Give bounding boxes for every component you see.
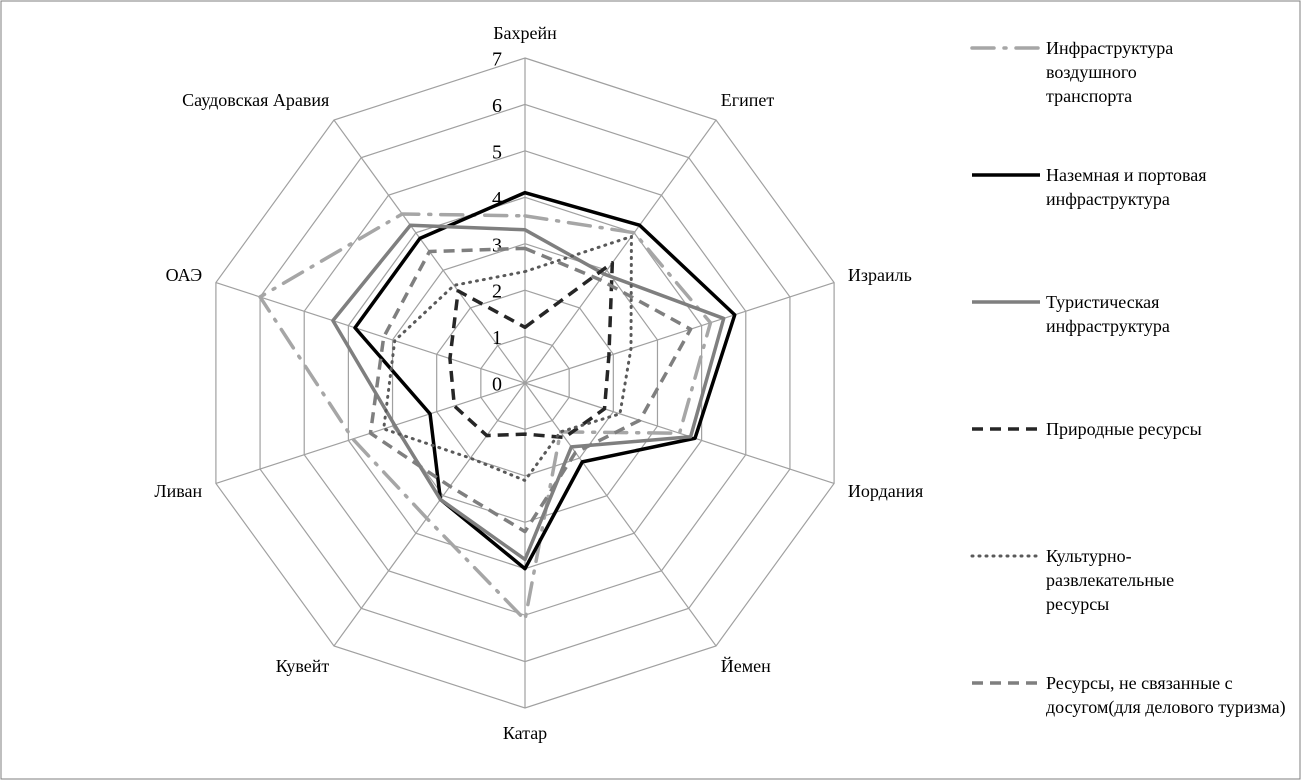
tick-label: 5 (492, 141, 502, 163)
series-line (382, 235, 633, 482)
legend-label: Культурно-развлекательные ресурсы (1046, 546, 1175, 614)
tick-label: 4 (492, 188, 502, 210)
spoke (333, 382, 526, 647)
legend-label: Ресурсы, не связанные с досугом(для дело… (1046, 673, 1286, 717)
spoke (524, 382, 717, 647)
spoke (215, 281, 526, 384)
category-label: Израиль (847, 264, 912, 285)
tick-label: 7 (492, 49, 502, 71)
tick-label: 6 (492, 95, 502, 117)
tick-label: 1 (492, 327, 502, 349)
category-label: Египет (720, 89, 775, 110)
tick-label: 3 (492, 234, 502, 256)
category-label: Йемен (720, 656, 771, 677)
series-line (331, 223, 726, 562)
category-label: Кувейт (275, 656, 330, 677)
category-label: Катар (502, 723, 548, 743)
spoke (524, 119, 717, 384)
series-line (368, 246, 693, 534)
legend-label: Природные ресурсы (1046, 419, 1202, 439)
tick-label: 2 (492, 281, 502, 303)
series-line (353, 190, 737, 571)
category-label: Ливан (154, 481, 203, 502)
legend-label: Наземная и портовая инфраструктура (1046, 165, 1207, 209)
category-label: Саудовская Аравия (182, 89, 330, 110)
series-line (258, 212, 713, 622)
legend-label: Инфраструктура воздушного транспорта (1046, 38, 1174, 106)
category-label: Иордания (847, 481, 924, 502)
legend-label: Туристическая инфраструктура (1046, 292, 1170, 336)
category-label: Бахрейн (493, 23, 557, 43)
spoke (524, 281, 835, 384)
tick-label: 0 (492, 374, 502, 396)
category-label: ОАЭ (165, 264, 203, 285)
series-line (448, 261, 615, 440)
